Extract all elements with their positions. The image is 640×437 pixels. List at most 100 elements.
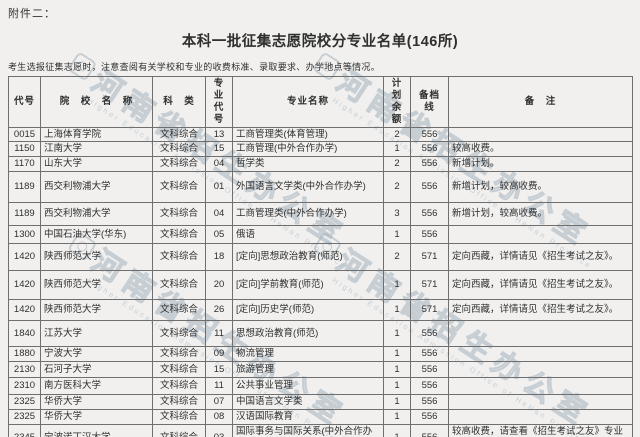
- cell-line: 556: [410, 202, 449, 227]
- cell-category: 文科综合: [152, 320, 206, 348]
- admissions-table: 代号院 校 名 称科 类专业 代号 专业名称 计划 余额 备档线备 注 0015 上海体…: [8, 76, 633, 437]
- cell-category: 文科综合: [152, 394, 206, 411]
- cell-category: 文科综合: [152, 171, 206, 204]
- cell-category: 文科综合: [152, 424, 206, 437]
- table-row: 1840 江苏大学 文科综合 11 思想政治教育(师范) 1 556: [8, 320, 633, 348]
- cell-major: 旅游管理: [232, 361, 384, 379]
- cell-quota: 3: [383, 202, 411, 227]
- cell-category: 文科综合: [152, 243, 206, 272]
- cell-category: 文科综合: [152, 270, 206, 301]
- table-row: 1170 山东大学 文科综合 04 哲学类 2 556 新增计划。: [8, 156, 633, 173]
- cell-quota: 2: [383, 171, 411, 204]
- cell-category: 文科综合: [152, 299, 206, 322]
- cell-mcode: 01: [205, 171, 233, 204]
- column-header-code: 代号: [8, 76, 41, 128]
- cell-category: 文科综合: [152, 377, 206, 396]
- cell-line: 556: [410, 156, 449, 173]
- cell-category: 文科综合: [152, 141, 206, 158]
- cell-school: 宁波大学: [40, 346, 153, 363]
- cell-mcode: 08: [205, 409, 233, 426]
- cell-line: 556: [410, 424, 449, 437]
- cell-remark: 定向西藏，详情请见《招生考试之友》。: [448, 243, 633, 272]
- cell-code: 1420: [8, 299, 41, 322]
- column-header-line: 备档线: [410, 76, 449, 128]
- cell-school: 陕西师范大学: [40, 299, 153, 322]
- cell-category: 文科综合: [152, 126, 206, 143]
- cell-remark: 新增计划。: [448, 156, 633, 173]
- cell-major: 哲学类: [232, 156, 384, 173]
- cell-quota: 1: [383, 361, 411, 379]
- cell-school: 华侨大学: [40, 394, 153, 411]
- cell-code: 0015: [8, 126, 41, 143]
- cell-line: 556: [410, 171, 449, 204]
- cell-mcode: 04: [205, 156, 233, 173]
- cell-line: 556: [410, 361, 449, 379]
- cell-remark: 新增计划，较高收费。: [448, 171, 633, 204]
- cell-quota: 2: [383, 156, 411, 173]
- cell-code: 1420: [8, 270, 41, 301]
- cell-code: 1189: [8, 202, 41, 227]
- cell-category: 文科综合: [152, 202, 206, 227]
- cell-code: 1300: [8, 225, 41, 245]
- cell-quota: 1: [383, 424, 411, 437]
- column-header-mcode: 专业 代号: [205, 76, 233, 128]
- cell-category: 文科综合: [152, 361, 206, 379]
- cell-major: 外国语言文学类(中外合作办学): [232, 171, 384, 204]
- cell-mcode: 09: [205, 346, 233, 363]
- cell-category: 文科综合: [152, 346, 206, 363]
- cell-remark: 新增计划，较高收费。: [448, 202, 633, 227]
- cell-remark: 较高收费，请查看《招生考试之友》专业目录: [448, 424, 633, 437]
- cell-quota: 2: [383, 126, 411, 143]
- cell-mcode: 26: [205, 299, 233, 322]
- cell-code: 1840: [8, 320, 41, 348]
- cell-school: 西交利物浦大学: [40, 202, 153, 227]
- cell-mcode: 05: [205, 225, 233, 245]
- cell-major: 工商管理类(中外合作办学): [232, 202, 384, 227]
- cell-line: 556: [410, 126, 449, 143]
- cell-code: 2310: [8, 377, 41, 396]
- cell-major: 工商管理(中外合作办学): [232, 141, 384, 158]
- cell-code: 2130: [8, 361, 41, 379]
- cell-school: 中国石油大学(华东): [40, 225, 153, 245]
- cell-remark: [448, 377, 633, 396]
- cell-mcode: 15: [205, 141, 233, 158]
- cell-mcode: 11: [205, 377, 233, 396]
- table-row: 2325 华侨大学 文科综合 07 中国语言文学类 1 556: [8, 394, 633, 411]
- table-row: 2325 华侨大学 文科综合 08 汉语国际教育 1 556: [8, 409, 633, 426]
- cell-code: 2325: [8, 409, 41, 426]
- instruction-note: 考生选报征集志愿时，注意查阅有关学校和专业的收费标准、录取要求、办学地点等情况。: [8, 62, 381, 72]
- cell-major: 汉语国际教育: [232, 409, 384, 426]
- table-row: 2310 南方医科大学 文科综合 11 公共事业管理 1 556: [8, 377, 633, 396]
- cell-line: 556: [410, 394, 449, 411]
- cell-code: 2345: [8, 424, 41, 437]
- cell-line: 556: [410, 377, 449, 396]
- cell-major: 俄语: [232, 225, 384, 245]
- cell-remark: [448, 409, 633, 426]
- cell-quota: 1: [383, 394, 411, 411]
- cell-line: 571: [410, 243, 449, 272]
- cell-line: 556: [410, 346, 449, 363]
- table-row: 1880 宁波大学 文科综合 09 物流管理 1 556: [8, 346, 633, 363]
- table-row: 1189 西交利物浦大学 文科综合 04 工商管理类(中外合作办学) 3 556 新增计划，较…: [8, 202, 633, 227]
- cell-major: 公共事业管理: [232, 377, 384, 396]
- table-row: 1150 江南大学 文科综合 15 工商管理(中外合作办学) 1 556 较高收费。: [8, 141, 633, 158]
- cell-quota: 1: [383, 409, 411, 426]
- cell-remark: 定向西藏，详情请见《招生考试之友》。: [448, 270, 633, 301]
- table-row: 1300 中国石油大学(华东) 文科综合 05 俄语 1 556: [8, 225, 633, 245]
- cell-mcode: 18: [205, 243, 233, 272]
- cell-code: 1150: [8, 141, 41, 158]
- cell-remark: [448, 225, 633, 245]
- cell-major: 中国语言文学类: [232, 394, 384, 411]
- cell-major: [定向]历史学(师范): [232, 299, 384, 322]
- cell-school: 南方医科大学: [40, 377, 153, 396]
- cell-code: 1189: [8, 171, 41, 204]
- cell-quota: 1: [383, 270, 411, 301]
- column-header-school: 院 校 名 称: [40, 76, 153, 128]
- cell-quota: 2: [383, 243, 411, 272]
- cell-school: 上海体育学院: [40, 126, 153, 143]
- cell-major: 物流管理: [232, 346, 384, 363]
- table-body: 0015 上海体育学院 文科综合 13 工商管理类(体育管理) 2 556 1150 江南大学文…: [8, 126, 633, 437]
- cell-school: 江南大学: [40, 141, 153, 158]
- cell-code: 1170: [8, 156, 41, 173]
